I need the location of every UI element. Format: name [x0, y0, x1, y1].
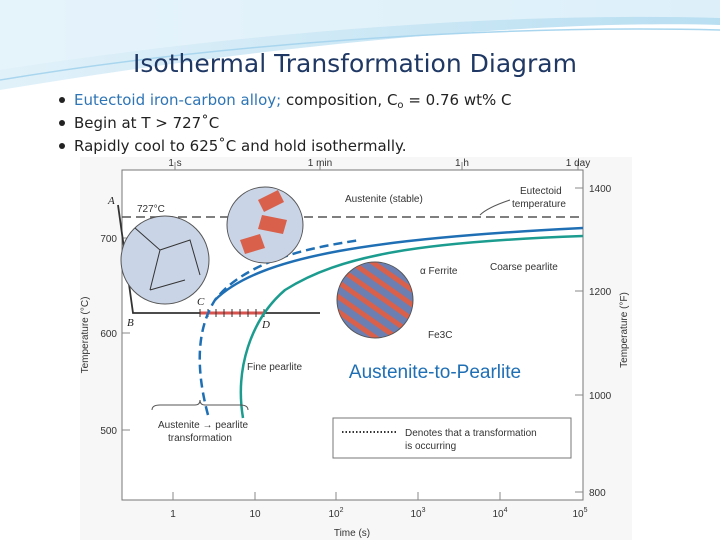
top-time-label: 1 day — [566, 158, 590, 169]
tick-base: 1 — [170, 509, 176, 520]
bullets: Eutectoid iron-carbon alloy; composition… — [59, 91, 511, 155]
tick-exponent: 3 — [422, 507, 426, 514]
legend-text: Denotes that a transformation — [405, 428, 537, 439]
tick-exponent: 4 — [504, 507, 508, 514]
point-label: D — [261, 319, 270, 331]
tick-base: 10 — [572, 509, 584, 520]
finish-curve — [239, 234, 584, 419]
austenite-circle — [120, 215, 210, 305]
ttt-diagram: 1 s 1 min 1 h 1 day 700 600 500 1400 120… — [80, 157, 632, 540]
time-tick: 102 — [328, 507, 343, 520]
tick-base: 10 — [410, 509, 422, 520]
point-label: A — [107, 195, 115, 207]
tick-base: 10 — [328, 509, 340, 520]
bullet: Eutectoid iron-carbon alloy; composition… — [74, 91, 511, 111]
bullet: Begin at T > 727˚C — [74, 114, 219, 132]
eutectoid-label: 727°C — [137, 204, 165, 215]
start-curve — [214, 226, 584, 301]
bullet-text: composition, C — [281, 91, 397, 109]
header-swoosh — [0, 0, 720, 90]
legend-text: is occurring — [405, 441, 456, 452]
region-label: Coarse pearlite — [490, 262, 558, 273]
region-label: Fine pearlite — [247, 362, 302, 373]
caption: Austenite-to-Pearlite — [349, 362, 521, 383]
region-label: Austenite (stable) — [345, 194, 423, 205]
y-axis-label: Temperature (°C) — [80, 297, 91, 374]
bullet-text: = 0.76 wt% C — [404, 91, 512, 109]
celsius-tick: 600 — [100, 329, 117, 340]
time-tick: 103 — [410, 507, 425, 520]
tick-base: 10 — [492, 509, 504, 520]
tick-exponent: 5 — [584, 507, 588, 514]
time-tick: 10 — [249, 509, 261, 520]
leader — [479, 199, 511, 216]
tick-exponent: 2 — [340, 507, 344, 514]
y2-axis-label: Temperature (°F) — [619, 292, 630, 368]
time-tick: 105 — [572, 507, 587, 520]
point-label: B — [127, 317, 134, 329]
x-axis-label: Time (s) — [334, 528, 370, 539]
bullet-dot — [59, 120, 65, 126]
fahrenheit-tick: 1400 — [589, 184, 612, 195]
time-tick: 104 — [492, 507, 507, 520]
region-label: Eutectoid — [520, 186, 562, 197]
tick-base: 10 — [249, 509, 261, 520]
subscript: o — [397, 100, 403, 111]
bullet: Rapidly cool to 625˚C and hold isotherma… — [74, 137, 407, 155]
fahrenheit-tick: 1200 — [589, 287, 612, 298]
bullet-dot — [59, 143, 65, 149]
top-time-label: 1 min — [308, 158, 332, 169]
fahrenheit-tick: 1000 — [589, 391, 612, 402]
fahrenheit-tick: 800 — [589, 488, 606, 499]
title: Isothermal Transformation Diagram — [133, 49, 577, 78]
bullet-dot — [59, 97, 65, 103]
grain-boundaries — [134, 227, 201, 291]
bullet-highlight: Eutectoid iron-carbon alloy; — [74, 91, 281, 109]
region-label: Austenite → pearlite — [158, 420, 248, 431]
bracket — [151, 399, 249, 411]
region-label: Fe3C — [428, 330, 452, 341]
region-label: transformation — [168, 433, 232, 444]
celsius-tick: 700 — [100, 234, 117, 245]
top-time-label: 1 h — [455, 158, 469, 169]
partial-pearlite — [240, 190, 287, 254]
top-time-label: 1 s — [168, 158, 181, 169]
time-tick: 1 — [170, 509, 176, 520]
legend-box — [332, 417, 572, 459]
region-label: α Ferrite — [420, 266, 458, 277]
celsius-tick: 500 — [100, 426, 117, 437]
region-label: temperature — [512, 199, 566, 210]
point-label: C — [197, 296, 205, 308]
